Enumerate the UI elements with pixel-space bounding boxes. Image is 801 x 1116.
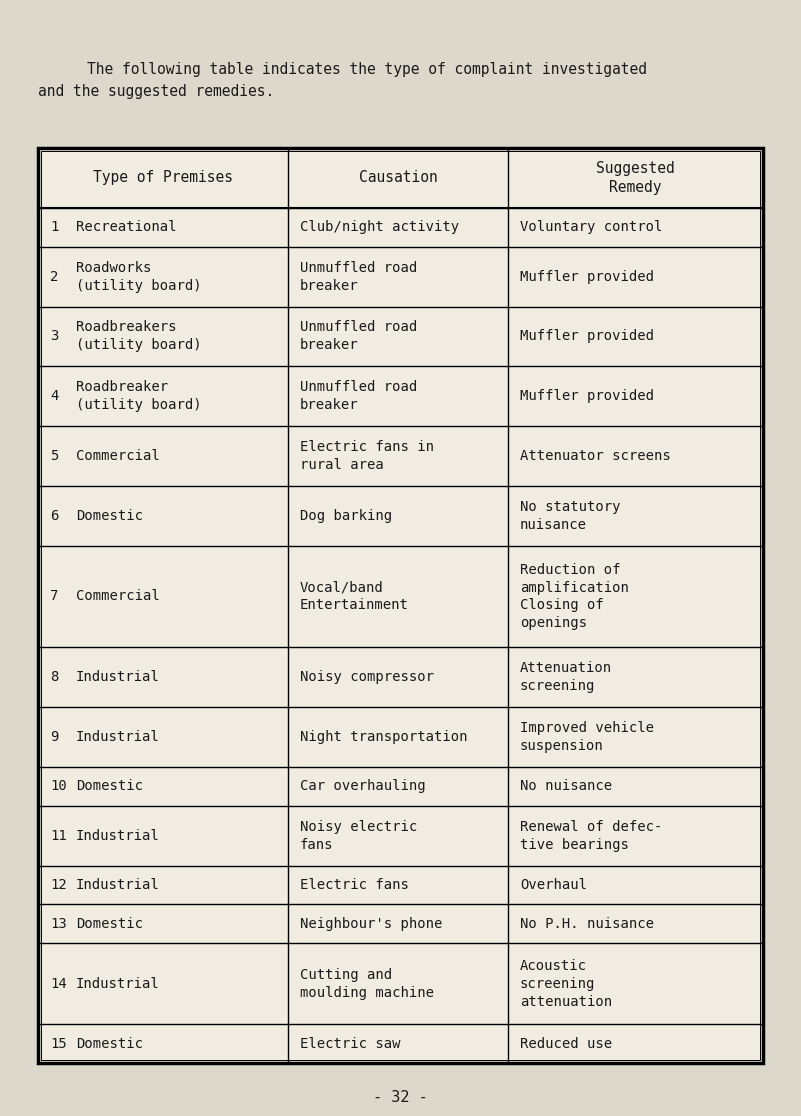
- Text: 15: 15: [50, 1037, 66, 1050]
- Text: Recreational: Recreational: [76, 220, 176, 234]
- Text: Noisy compressor: Noisy compressor: [300, 671, 434, 684]
- Text: Muffler provided: Muffler provided: [520, 389, 654, 403]
- Text: Commercial: Commercial: [76, 589, 159, 604]
- Text: No P.H. nuisance: No P.H. nuisance: [520, 917, 654, 931]
- Text: 5: 5: [50, 449, 58, 463]
- Text: 11: 11: [50, 829, 66, 843]
- Text: Noisy electric
fans: Noisy electric fans: [300, 820, 417, 852]
- Text: 4: 4: [50, 389, 58, 403]
- Text: Voluntary control: Voluntary control: [520, 220, 662, 234]
- Text: Unmuffled road
breaker: Unmuffled road breaker: [300, 261, 417, 292]
- Text: Muffler provided: Muffler provided: [520, 270, 654, 283]
- Text: Night transportation: Night transportation: [300, 730, 468, 744]
- Text: Attenuation
screening: Attenuation screening: [520, 662, 612, 693]
- Text: Industrial: Industrial: [76, 878, 159, 892]
- Text: 9: 9: [50, 730, 58, 744]
- Text: Electric fans: Electric fans: [300, 878, 409, 892]
- Text: 14: 14: [50, 976, 66, 991]
- Text: 7: 7: [50, 589, 58, 604]
- Text: Roadbreaker
(utility board): Roadbreaker (utility board): [76, 381, 202, 412]
- Text: Industrial: Industrial: [76, 829, 159, 843]
- Text: Causation: Causation: [359, 171, 437, 185]
- Text: Reduced use: Reduced use: [520, 1037, 612, 1050]
- Text: Domestic: Domestic: [76, 917, 143, 931]
- Text: Industrial: Industrial: [76, 976, 159, 991]
- Text: Roadworks
(utility board): Roadworks (utility board): [76, 261, 202, 292]
- Text: Overhaul: Overhaul: [520, 878, 587, 892]
- Text: Club/night activity: Club/night activity: [300, 220, 459, 234]
- Text: - 32 -: - 32 -: [373, 1090, 428, 1105]
- Text: Electric fans in
rural area: Electric fans in rural area: [300, 440, 434, 472]
- Text: Neighbour's phone: Neighbour's phone: [300, 917, 442, 931]
- Text: Attenuator screens: Attenuator screens: [520, 449, 670, 463]
- Text: Acoustic
screening
attenuation: Acoustic screening attenuation: [520, 959, 612, 1009]
- Text: Domestic: Domestic: [76, 509, 143, 522]
- Text: Industrial: Industrial: [76, 671, 159, 684]
- Text: The following table indicates the type of complaint investigated: The following table indicates the type o…: [52, 62, 647, 77]
- Bar: [41, 151, 760, 1060]
- Text: Car overhauling: Car overhauling: [300, 779, 425, 793]
- Text: Renewal of defec-
tive bearings: Renewal of defec- tive bearings: [520, 820, 662, 852]
- Text: 6: 6: [50, 509, 58, 522]
- Text: Dog barking: Dog barking: [300, 509, 392, 522]
- Text: Domestic: Domestic: [76, 779, 143, 793]
- Text: 3: 3: [50, 329, 58, 344]
- Text: 12: 12: [50, 878, 66, 892]
- Text: Cutting and
moulding machine: Cutting and moulding machine: [300, 968, 434, 1000]
- Text: Type of Premises: Type of Premises: [93, 171, 233, 185]
- Text: Improved vehicle
suspension: Improved vehicle suspension: [520, 721, 654, 753]
- Text: Domestic: Domestic: [76, 1037, 143, 1050]
- Text: Roadbreakers
(utility board): Roadbreakers (utility board): [76, 320, 202, 353]
- Text: 1: 1: [50, 220, 58, 234]
- Text: Industrial: Industrial: [76, 730, 159, 744]
- Bar: [38, 148, 763, 1064]
- Text: and the suggested remedies.: and the suggested remedies.: [38, 84, 274, 99]
- Text: 2: 2: [50, 270, 58, 283]
- Text: Unmuffled road
breaker: Unmuffled road breaker: [300, 320, 417, 353]
- Text: Commercial: Commercial: [76, 449, 159, 463]
- Text: Reduction of
amplification
Closing of
openings: Reduction of amplification Closing of op…: [520, 562, 629, 631]
- Text: No statutory
nuisance: No statutory nuisance: [520, 500, 621, 531]
- Text: 10: 10: [50, 779, 66, 793]
- Text: 13: 13: [50, 917, 66, 931]
- Text: Suggested
Remedy: Suggested Remedy: [596, 161, 675, 195]
- Text: Vocal/band
Entertainment: Vocal/band Entertainment: [300, 580, 409, 613]
- Text: Muffler provided: Muffler provided: [520, 329, 654, 344]
- Bar: [38, 148, 763, 1064]
- Text: Electric saw: Electric saw: [300, 1037, 400, 1050]
- Text: No nuisance: No nuisance: [520, 779, 612, 793]
- Text: Unmuffled road
breaker: Unmuffled road breaker: [300, 381, 417, 412]
- Text: 8: 8: [50, 671, 58, 684]
